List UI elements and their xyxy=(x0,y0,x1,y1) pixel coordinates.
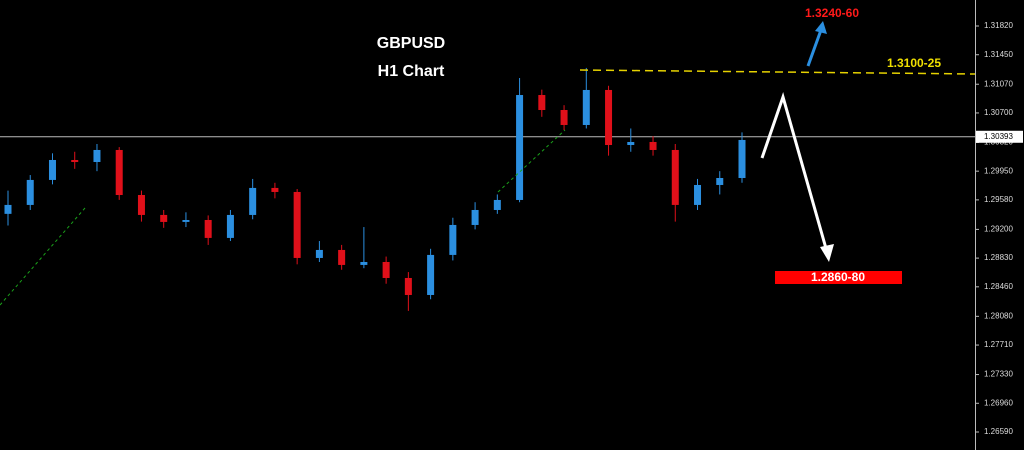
resistance-line xyxy=(579,69,976,75)
candle-body xyxy=(137,194,145,215)
candle-body xyxy=(93,149,101,163)
y-tick-label: 1.28830 xyxy=(984,253,1013,262)
candle-body xyxy=(560,109,568,125)
candle-body xyxy=(516,95,524,200)
resistance-label: 1.3100-25 xyxy=(887,56,941,70)
arrow-head xyxy=(815,21,827,34)
y-tick-label: 1.27710 xyxy=(984,340,1013,349)
candle-body xyxy=(382,261,390,278)
candle-body xyxy=(582,89,590,125)
candle-body xyxy=(182,219,190,222)
candle-body xyxy=(315,249,323,258)
candle-body xyxy=(293,191,301,258)
target-label: 1.3240-60 xyxy=(805,6,859,20)
candle-body xyxy=(738,139,746,178)
candle-body xyxy=(449,224,457,255)
y-tick-label: 1.28080 xyxy=(984,311,1013,320)
candle-body xyxy=(649,141,657,150)
candle-body xyxy=(605,89,613,146)
candle-body xyxy=(71,159,79,163)
bullish-arrow xyxy=(806,29,823,67)
support-label: 1.2860-80 xyxy=(811,270,865,284)
chart-subtitle: H1 Chart xyxy=(378,63,445,80)
candle-body xyxy=(4,204,12,214)
y-tick-label: 1.29200 xyxy=(984,224,1013,233)
candle-body xyxy=(671,149,679,205)
current-price-label: 1.30393 xyxy=(984,132,1013,141)
y-tick-label: 1.28460 xyxy=(984,282,1013,291)
candle-body xyxy=(716,177,724,185)
candle-body xyxy=(627,141,635,146)
y-tick-label: 1.31070 xyxy=(984,79,1013,88)
candle-body xyxy=(26,179,34,205)
y-tick-label: 1.31820 xyxy=(984,21,1013,30)
candle-body xyxy=(427,254,435,295)
candle-body xyxy=(493,199,501,210)
candle-body xyxy=(360,261,368,265)
chart-title: GBPUSD xyxy=(377,35,445,52)
y-tick-label: 1.31450 xyxy=(984,50,1013,59)
y-tick-label: 1.29580 xyxy=(984,195,1013,204)
y-tick-label: 1.26590 xyxy=(984,427,1013,436)
forecast-arrow xyxy=(760,91,829,253)
y-tick-label: 1.26960 xyxy=(984,398,1013,407)
y-tick-label: 1.29950 xyxy=(984,166,1013,175)
y-tick-label: 1.30700 xyxy=(984,108,1013,117)
candle-body xyxy=(249,187,257,215)
candle-body xyxy=(538,95,546,110)
candle-body xyxy=(338,249,346,265)
plot-area xyxy=(0,67,975,311)
candle-body xyxy=(160,214,168,222)
candle-body xyxy=(271,187,279,192)
candle-body xyxy=(471,209,479,225)
candle-body xyxy=(115,149,123,195)
support-box xyxy=(775,271,902,284)
candle-body xyxy=(204,219,212,238)
candle-body xyxy=(694,184,702,205)
candle-body xyxy=(404,277,412,295)
current-price-box xyxy=(976,130,1023,143)
y-tick-label: 1.27330 xyxy=(984,370,1013,379)
candle-body xyxy=(48,159,56,180)
arrow-head xyxy=(820,244,834,262)
candle-body xyxy=(226,214,234,238)
